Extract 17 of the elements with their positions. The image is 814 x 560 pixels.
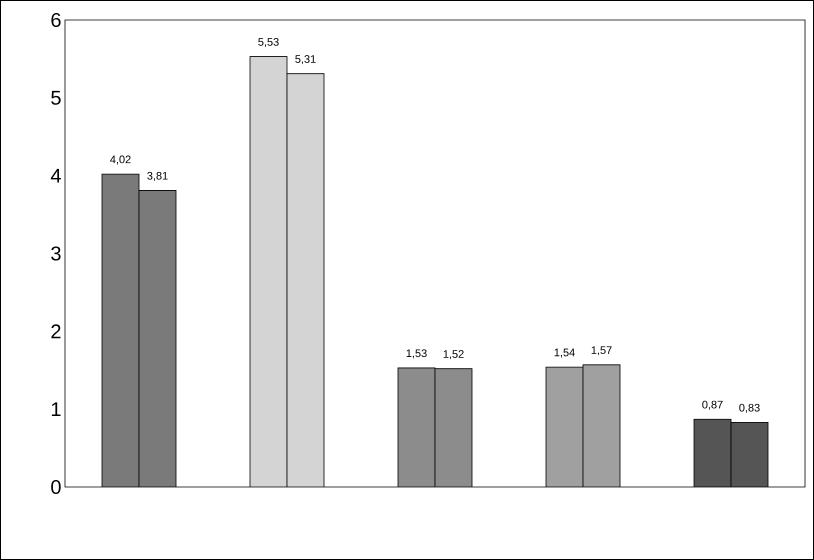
data-label: 3,81 — [147, 172, 168, 181]
data-label: 1,54 — [554, 348, 575, 358]
y-tick-label: 6 — [51, 12, 61, 28]
data-label: 4,02 — [110, 156, 131, 165]
y-tick-label: 5 — [51, 90, 61, 105]
data-label: 1,57 — [592, 346, 612, 356]
data-label: 5,53 — [258, 38, 279, 48]
data-label: 1,52 — [444, 350, 464, 360]
data-label: 0,83 — [739, 404, 760, 413]
data-label: 1,53 — [406, 349, 427, 358]
y-tick-label: 4 — [50, 168, 61, 183]
y-tick-label: 3 — [51, 246, 61, 261]
y-tick-label: 0 — [51, 480, 61, 494]
data-label: 0,87 — [702, 400, 723, 410]
y-tick-label: 2 — [51, 324, 60, 338]
y-tick-label: 1 — [52, 402, 61, 416]
data-label: 5,31 — [295, 55, 316, 64]
